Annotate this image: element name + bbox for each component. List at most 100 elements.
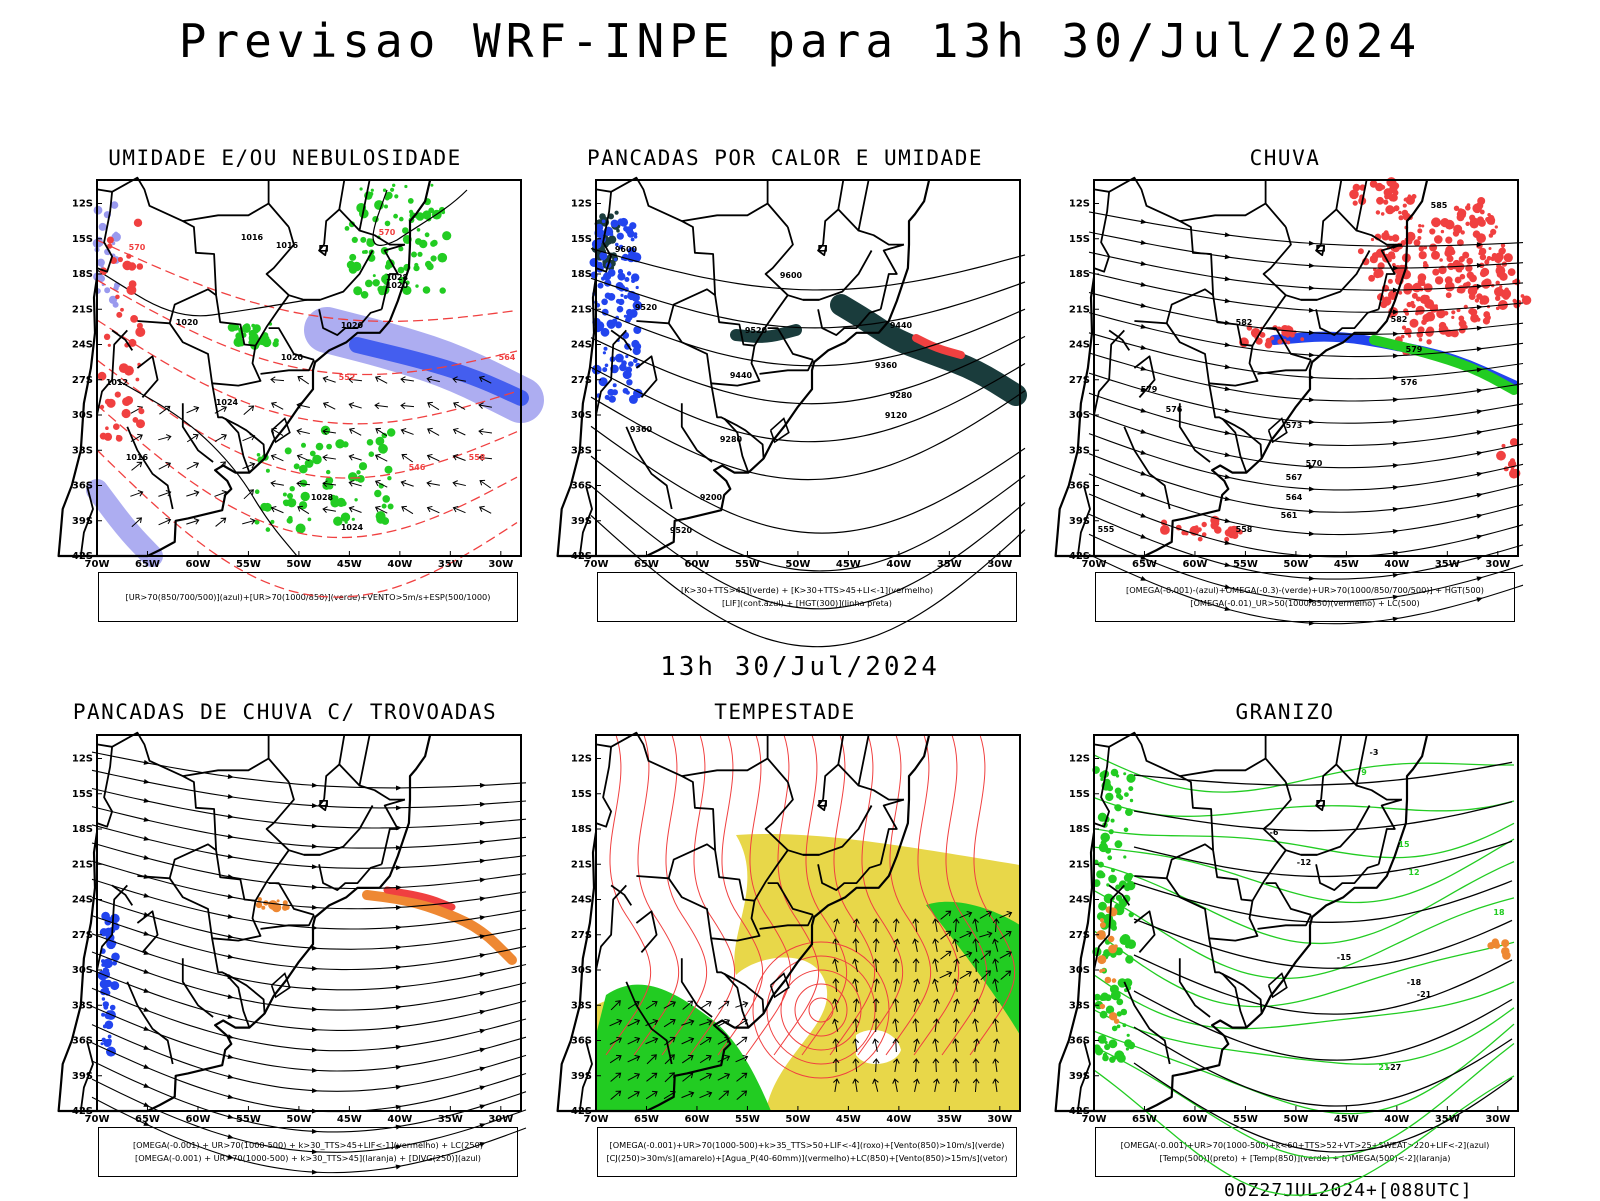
field-cell [1472, 230, 1481, 238]
field-cell [135, 327, 146, 337]
field-cell [625, 366, 633, 374]
wind-vector [426, 480, 440, 487]
field-cell [1380, 212, 1385, 216]
contour-label: 567 [1286, 473, 1303, 482]
streamline-arrow [1224, 342, 1231, 348]
coastline [556, 179, 931, 558]
state-border [380, 798, 406, 865]
field-cell [1478, 247, 1487, 256]
field-cell [1122, 1023, 1127, 1028]
field-cell [611, 389, 618, 396]
streamline-arrow [395, 945, 402, 951]
field-cell [1270, 336, 1275, 341]
streamline-arrow [227, 954, 234, 959]
wind-vector [186, 405, 200, 414]
field-cell [304, 459, 314, 468]
field-cell [295, 523, 306, 534]
field-cell [360, 291, 369, 299]
streamline-arrow [1140, 324, 1147, 329]
thickness-contour [96, 319, 518, 425]
state-border [168, 843, 217, 879]
state-border [1093, 329, 1125, 416]
field-cell [625, 354, 629, 359]
state-border [79, 485, 94, 557]
lon-tick-label: 55W [735, 559, 760, 570]
lat-tick-label: 27S [72, 930, 93, 941]
streamline-arrow [1308, 352, 1315, 358]
streamline [1088, 271, 1524, 313]
field-cell [597, 282, 604, 289]
field-cell [1494, 287, 1504, 297]
wind-vector [912, 1018, 920, 1033]
lon-tick-label: 50W [785, 1114, 810, 1125]
wind-vector [609, 1036, 622, 1045]
wind-vector [972, 1058, 980, 1073]
wind-vector [158, 434, 172, 441]
field-cell [1417, 236, 1422, 240]
contour-label: 570 [379, 228, 396, 237]
temp850-contour [1093, 1007, 1515, 1065]
field-cell [301, 442, 306, 448]
unstable-band-inland [730, 324, 802, 343]
wind-vector [972, 1078, 980, 1093]
wind-vector [348, 427, 362, 436]
state-border [1355, 734, 1402, 801]
streamline-arrow [1308, 330, 1315, 336]
field-cell [1380, 301, 1388, 309]
field-cell [1434, 235, 1443, 244]
lon-tick-label: 30W [488, 559, 513, 570]
field-cell [1349, 189, 1359, 200]
streamline-arrow [395, 1144, 402, 1150]
field-cell [1383, 230, 1389, 236]
lat-tick-label: 27S [571, 375, 592, 386]
field-cell [1373, 267, 1377, 272]
wind-vector [663, 1018, 676, 1028]
contour-label: 585 [1431, 201, 1448, 210]
field-cell [1387, 278, 1393, 284]
wind-vector [627, 1072, 641, 1081]
wind-vector [913, 998, 920, 1012]
field-cell [110, 201, 119, 209]
streamline-arrow [227, 1074, 234, 1079]
field-cell [1114, 804, 1121, 811]
streamline-arrow [1308, 575, 1315, 581]
state-border [1179, 757, 1267, 777]
field-cell [128, 280, 137, 288]
streamline-arrow [1140, 575, 1147, 581]
field-cell [315, 442, 324, 451]
wind-vector [699, 1036, 712, 1046]
streamline-arrow [143, 1083, 150, 1088]
streamline-arrow [479, 990, 486, 996]
field-cell [1393, 205, 1400, 212]
field-cell [355, 478, 359, 482]
field-cell [346, 260, 355, 269]
temp850-contour [1093, 822, 1515, 859]
field-cell [384, 204, 388, 209]
field-cell [1161, 526, 1168, 532]
streamline-arrow [1140, 533, 1147, 539]
field-cell [110, 981, 120, 991]
lon-tick-label: 45W [836, 559, 861, 570]
streamline-arrow [479, 1047, 486, 1053]
state-border [879, 243, 905, 310]
streamline [91, 1060, 527, 1133]
streamline-arrow [1476, 367, 1483, 373]
wind-vector [852, 1078, 859, 1092]
streamline-arrow [1224, 452, 1231, 458]
field-cell [1125, 1047, 1129, 1051]
streamline-arrow [1224, 430, 1231, 436]
streamline-arrow [1308, 419, 1315, 425]
field-cell [612, 383, 617, 388]
streamline [661, 734, 708, 1056]
field-cell [1408, 334, 1412, 338]
wind-vector [401, 453, 414, 463]
lat-tick-label: 42S [571, 551, 592, 562]
wind-vector [939, 970, 953, 979]
lat-tick-label: 30S [72, 965, 93, 976]
streamline [91, 769, 527, 809]
lat-tick-label: 15S [571, 789, 592, 800]
contour-label: 1012 [106, 378, 128, 387]
streamline-arrow [311, 986, 318, 992]
field-cell [1502, 292, 1510, 300]
state-border [595, 329, 627, 416]
